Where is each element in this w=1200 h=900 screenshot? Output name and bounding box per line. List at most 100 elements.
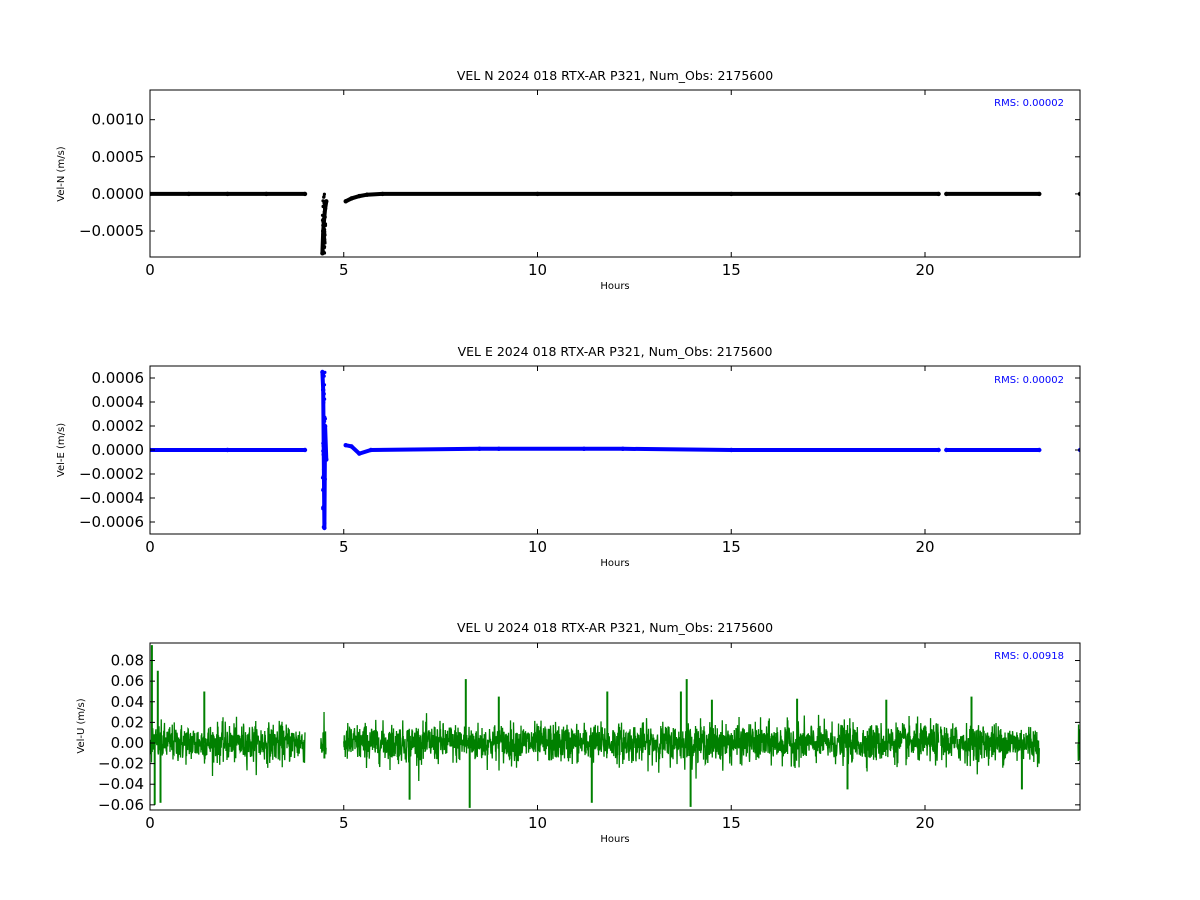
data-point <box>357 451 362 456</box>
data-point <box>322 457 327 461</box>
x-tick-label: 20 <box>915 538 934 556</box>
x-tick-label: 5 <box>339 261 349 279</box>
ticks: 0 5 10 15 20 −0.0005 0.0000 0.0005 0.0010 <box>79 90 1080 279</box>
x-tick-label: 10 <box>528 814 547 832</box>
data-point <box>496 446 501 451</box>
data-point <box>323 444 327 448</box>
data-point <box>349 196 354 201</box>
ticks: 0 5 10 15 20 −0.0006 −0.0004 −0.0002 0.0000 0.000… <box>79 366 1080 556</box>
data-point <box>321 452 325 457</box>
data-point <box>322 200 327 204</box>
data-point <box>380 191 385 197</box>
x-tick-label: 5 <box>339 814 349 832</box>
y-tick-label: 0.0005 <box>92 148 145 166</box>
rms-label: RMS: 0.00002 <box>994 375 1064 386</box>
data-point <box>535 191 540 197</box>
y-tick-label: 0.0002 <box>92 417 145 435</box>
data-point <box>322 234 327 238</box>
data-point <box>321 217 325 222</box>
data-point <box>323 477 327 481</box>
data-point <box>321 243 325 247</box>
y-tick-label: −0.0006 <box>79 513 144 531</box>
data-point <box>323 428 327 432</box>
data-point <box>323 521 327 525</box>
data-point <box>321 449 325 453</box>
data-point <box>320 213 325 217</box>
rms-label: RMS: 0.00002 <box>994 98 1064 109</box>
y-axis-label: Vel-E (m/s) <box>56 423 67 477</box>
y-tick-label: −0.0002 <box>79 465 144 483</box>
chart-title: VEL N 2024 018 RTX-AR P321, Num_Obs: 217… <box>457 68 773 83</box>
y-tick-label: 0.0010 <box>92 111 145 129</box>
plot-frame <box>149 642 1081 811</box>
x-tick-label: 15 <box>722 538 741 556</box>
plot-area <box>150 369 1080 531</box>
data-point <box>944 191 949 197</box>
data-point <box>322 392 326 396</box>
data-point <box>321 487 325 491</box>
y-tick-label: 0.02 <box>111 713 144 731</box>
data-point <box>364 192 370 197</box>
series-line <box>343 713 940 782</box>
y-tick-label: 0.0006 <box>92 369 145 387</box>
subplot-vel-n: VEL N 2024 018 RTX-AR P321, Num_Obs: 217… <box>56 68 1081 292</box>
data-point <box>323 215 327 219</box>
chart-title: VEL U 2024 018 RTX-AR P321, Num_Obs: 217… <box>457 620 773 635</box>
data-point <box>322 469 326 473</box>
subplot-vel-u: VEL U 2024 018 RTX-AR P321, Num_Obs: 217… <box>76 620 1081 845</box>
plot-frame <box>149 365 1081 535</box>
data-point <box>322 246 326 250</box>
y-tick-label: −0.06 <box>98 796 144 814</box>
data-point <box>321 505 325 509</box>
data-point <box>944 447 949 453</box>
y-tick-label: −0.0004 <box>79 489 144 507</box>
data-point <box>368 447 374 453</box>
data-point <box>321 525 326 529</box>
data-point <box>321 380 325 384</box>
x-tick-label: 0 <box>145 814 155 832</box>
series-line <box>150 716 306 776</box>
data-point <box>321 400 325 405</box>
series-line <box>345 443 939 456</box>
data-point <box>322 195 326 199</box>
x-axis-label: Hours <box>600 281 629 292</box>
data-point <box>323 419 327 423</box>
y-tick-label: 0.06 <box>111 672 144 690</box>
series-line <box>319 711 327 755</box>
y-tick-label: −0.0005 <box>79 222 144 240</box>
x-axis-label: Hours <box>600 834 629 845</box>
data-point <box>729 447 734 453</box>
data-point <box>264 191 269 197</box>
data-point <box>225 191 230 197</box>
x-tick-label: 10 <box>528 538 547 556</box>
y-tick-label: 0.0004 <box>92 393 145 411</box>
x-tick-label: 0 <box>145 538 155 556</box>
data-point <box>302 191 308 197</box>
data-point <box>1037 191 1042 197</box>
data-point <box>343 199 348 204</box>
x-tick-label: 15 <box>722 261 741 279</box>
data-point <box>620 446 625 451</box>
y-tick-label: 0.0000 <box>92 441 145 459</box>
data-point <box>322 465 326 469</box>
x-tick-label: 15 <box>722 814 741 832</box>
y-axis-label: Vel-U (m/s) <box>76 698 87 753</box>
data-point <box>322 251 327 255</box>
y-tick-label: −0.04 <box>98 775 144 793</box>
data-point <box>323 222 328 226</box>
y-tick-label: 0.0000 <box>92 185 145 203</box>
data-point <box>322 383 327 387</box>
rms-label: RMS: 0.00918 <box>994 651 1064 662</box>
data-point <box>225 447 230 453</box>
data-point <box>936 191 941 197</box>
data-point <box>729 191 734 197</box>
plot-area <box>150 191 1080 256</box>
data-point <box>321 441 325 445</box>
data-point <box>322 374 326 378</box>
data-point <box>321 220 325 225</box>
subplot-vel-e: VEL E 2024 018 RTX-AR P321, Num_Obs: 217… <box>56 344 1081 569</box>
data-point <box>302 447 308 453</box>
plot-frame <box>149 89 1081 258</box>
data-point <box>477 446 482 451</box>
